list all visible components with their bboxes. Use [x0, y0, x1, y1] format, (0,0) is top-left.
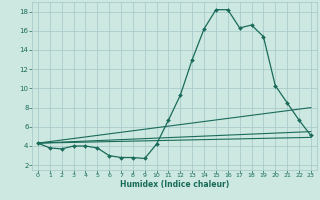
- X-axis label: Humidex (Indice chaleur): Humidex (Indice chaleur): [120, 180, 229, 189]
